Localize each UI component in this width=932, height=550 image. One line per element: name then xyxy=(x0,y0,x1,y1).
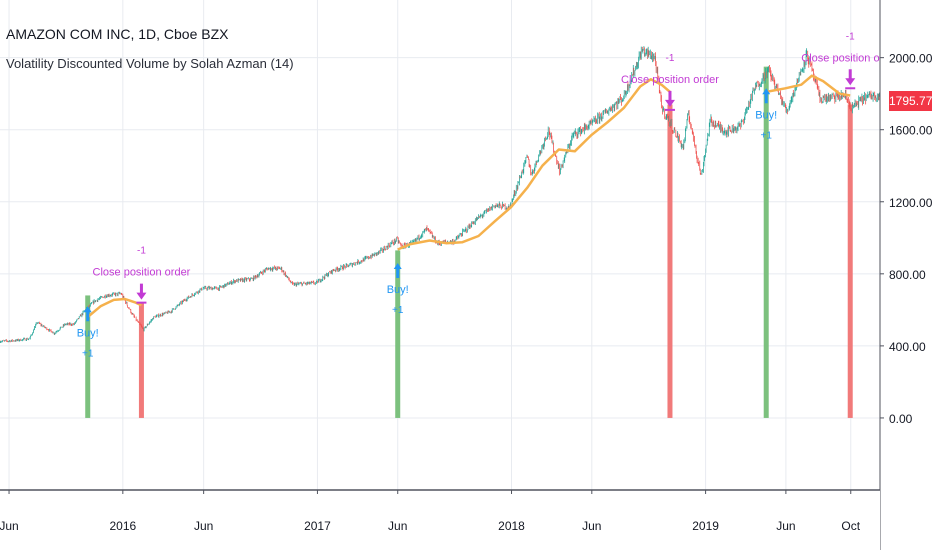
close-order-qty: -1 xyxy=(666,53,675,64)
sell-volume-bar xyxy=(667,104,673,418)
volume-bars-layer xyxy=(85,66,853,418)
time-tick-label: 2017 xyxy=(304,519,331,533)
buy-order-label: Buy! xyxy=(387,284,409,296)
buy-order-qty: +1 xyxy=(82,348,94,359)
price-tick-label: 1200.00 xyxy=(889,196,932,210)
close-arrow-icon xyxy=(664,99,675,107)
time-axis-background xyxy=(0,490,880,550)
time-tick-label: 2016 xyxy=(109,519,136,533)
time-tick-label: Jun xyxy=(388,519,407,533)
moving-average-line xyxy=(765,74,851,97)
grid-layer xyxy=(0,0,880,490)
buy-arrow-stem xyxy=(764,93,768,104)
time-tick-label: Oct xyxy=(841,519,860,533)
buy-volume-bar xyxy=(395,250,401,418)
time-tick-label: 2019 xyxy=(692,519,719,533)
buy-order-label: Buy! xyxy=(77,327,99,339)
price-tick-label: 800.00 xyxy=(889,268,926,282)
close-order-qty: -1 xyxy=(846,31,855,42)
sell-volume-bar xyxy=(847,104,853,418)
buy-arrow-icon xyxy=(762,88,771,95)
time-tick-label: Jun xyxy=(0,519,19,533)
buy-volume-bar xyxy=(85,295,91,418)
close-arrow-bar xyxy=(664,108,675,111)
buy-volume-bar xyxy=(763,66,769,418)
buy-arrow-stem xyxy=(86,311,90,322)
close-order-label: Close position order xyxy=(801,52,899,64)
close-arrow-bar xyxy=(136,301,147,304)
buy-arrow-icon xyxy=(83,306,92,313)
close-arrow-stem xyxy=(848,69,852,80)
indicator-label[interactable]: Volatility Discounted Volume by Solah Az… xyxy=(6,56,294,71)
time-tick-label: 2018 xyxy=(498,519,525,533)
orders-layer: Buy! +1 -1 Close position order Buy! +1 -1 Clos… xyxy=(77,31,900,359)
buy-order-label: Buy! xyxy=(755,109,777,121)
time-tick-label: Jun xyxy=(194,519,213,533)
sell-volume-bar xyxy=(138,302,144,418)
price-tick-label: 0.00 xyxy=(889,412,913,426)
price-tick-label: 2000.00 xyxy=(889,52,932,66)
close-arrow-icon xyxy=(845,78,856,86)
close-arrow-bar xyxy=(845,87,856,90)
buy-arrow-icon xyxy=(393,263,402,270)
close-arrow-stem xyxy=(668,90,672,101)
close-order-label: Close position order xyxy=(93,267,191,279)
buy-order-qty: +1 xyxy=(392,305,404,316)
buy-order-qty: +1 xyxy=(761,130,773,141)
close-arrow-icon xyxy=(136,292,147,300)
price-tick-label: 1600.00 xyxy=(889,124,932,138)
close-order-label: Close position order xyxy=(621,74,719,86)
moving-average-layer xyxy=(86,74,851,319)
close-order-qty: -1 xyxy=(137,246,146,257)
price-tick-label: 400.00 xyxy=(889,340,926,354)
time-tick-label: Jun xyxy=(582,519,601,533)
time-tick-label: Jun xyxy=(776,519,795,533)
last-price-tag: 1795.77 xyxy=(889,91,932,111)
chart-title: AMAZON COM INC, 1D, Cboe BZX xyxy=(6,26,229,42)
moving-average-line xyxy=(397,78,671,251)
buy-arrow-stem xyxy=(396,268,400,279)
price-layer xyxy=(0,46,880,344)
close-arrow-stem xyxy=(139,283,143,294)
